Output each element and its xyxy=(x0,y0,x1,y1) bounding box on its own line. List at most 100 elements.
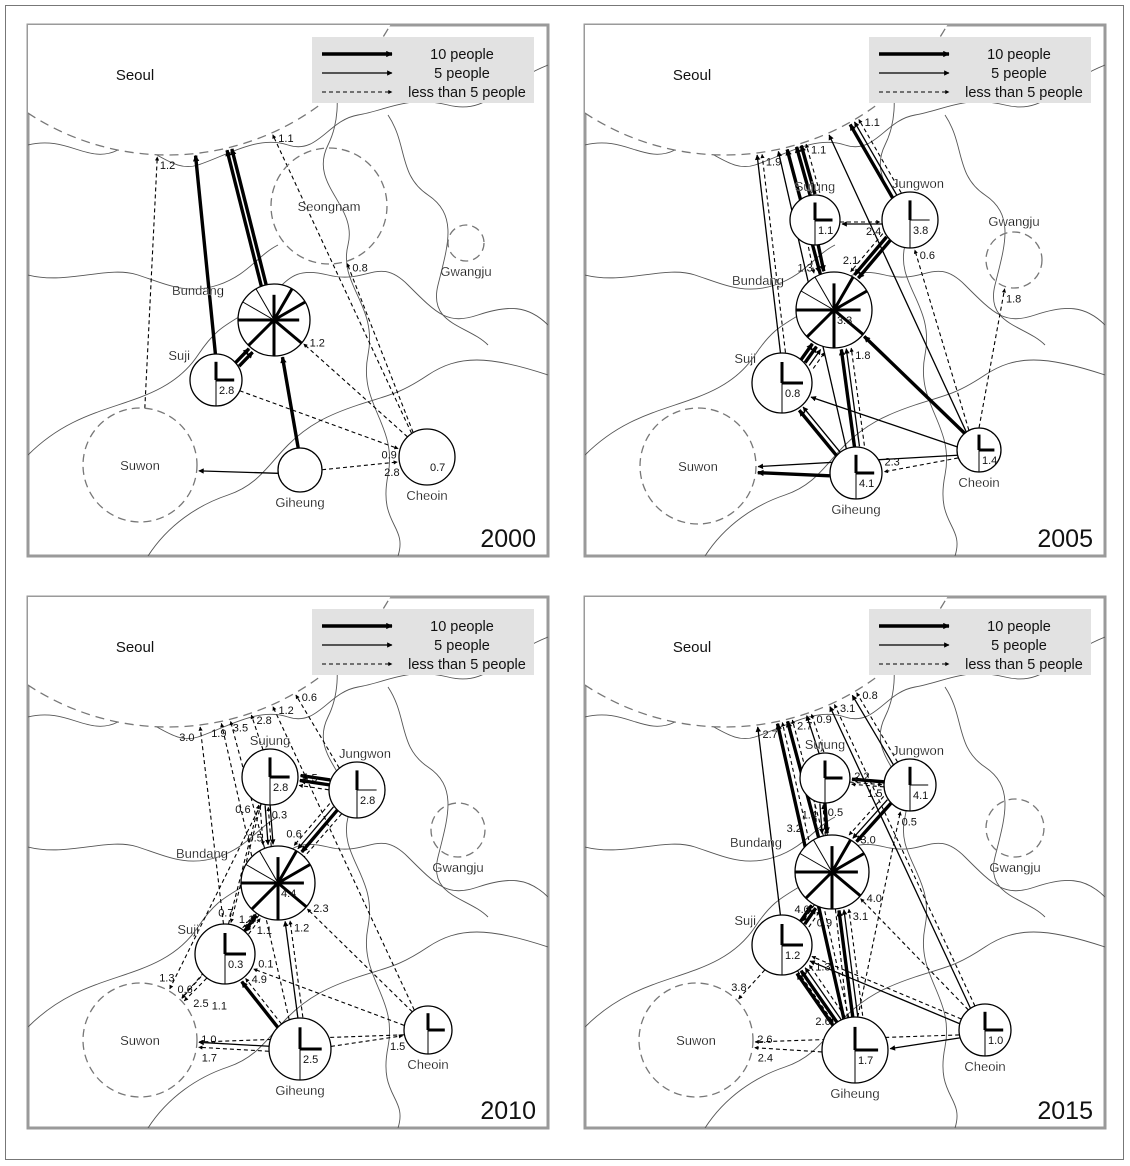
place-label-seoul: Seoul xyxy=(673,639,711,656)
place-cheoin: 1.0 Cheoin xyxy=(958,1003,1012,1074)
district-boundary xyxy=(28,270,548,456)
pie-spoke xyxy=(277,881,308,908)
flow-cheoin-to-seoul xyxy=(272,134,413,434)
flow-value-label: 4.0 xyxy=(795,904,810,916)
flow-value-label: 0.6 xyxy=(302,692,317,704)
flow-value-label: 1.8 xyxy=(855,350,870,362)
place-bundang: Bundang xyxy=(730,834,870,910)
flow-jungwon-to-bundang xyxy=(297,806,335,850)
internal-value-label: 2.8 xyxy=(360,795,375,807)
flow-giheung-to-bundang xyxy=(849,347,865,446)
place-bundang: Bundang xyxy=(172,283,311,357)
district-boundary xyxy=(147,359,548,556)
internal-value-label: 4.4 xyxy=(281,888,296,900)
region-circle xyxy=(82,982,198,1098)
flow-value-labels: 1.1 1.2 0.8 1.2 2.8 0.9 xyxy=(160,133,400,479)
place-label-gwangju: Gwangju xyxy=(440,264,491,279)
flow-jungwon-to-sujung xyxy=(298,783,329,791)
place-jungwon: 2.8 Jungwon xyxy=(328,746,391,819)
place-label-sujung: Sujung xyxy=(805,737,845,752)
place-label-cheoin: Cheoin xyxy=(407,1057,448,1072)
place-label-giheung: Giheung xyxy=(830,1086,879,1101)
legend: 10 people 5 people less than 5 people xyxy=(312,609,534,675)
place-bundang: 3.3 Bundang xyxy=(732,271,873,349)
flow-suji-to-giheung xyxy=(797,970,834,1023)
flow-suji-to-suwon xyxy=(183,977,208,1002)
flow-value-label: 1.3 xyxy=(815,961,830,973)
flow-cheoin-to-jungwon xyxy=(913,249,970,431)
place-label-suji: Suji xyxy=(734,913,756,928)
flow-sujung-to-bundang xyxy=(269,805,276,845)
district-boundary xyxy=(944,114,1046,346)
place-gwangju: Gwangju xyxy=(430,802,486,875)
year-label: 2010 xyxy=(480,1097,536,1125)
pie-spoke xyxy=(242,301,275,321)
pie-spoke xyxy=(277,863,311,885)
place-label-suji: Suji xyxy=(168,348,190,363)
place-label-jungwon: Jungwon xyxy=(892,176,944,191)
place-label-suwon: Suwon xyxy=(676,1033,716,1048)
internal-value-label: 2.8 xyxy=(219,385,234,397)
flow-sujung-to-seoul xyxy=(805,143,821,193)
place-label-suji: Suji xyxy=(177,922,199,937)
flow-cheoin-to-suji xyxy=(810,396,958,448)
flow-value-label: 2.7 xyxy=(763,729,778,741)
region-circle xyxy=(270,147,388,265)
flow-giheung-to-cheoin xyxy=(322,460,398,471)
pie-spoke xyxy=(259,850,279,884)
internal-value-label: 1.2 xyxy=(785,950,800,962)
flow-suji-to-seoul xyxy=(198,726,225,925)
flow-cheoin-to-suwon xyxy=(754,1034,960,1044)
place-suji: 0.8 Suji xyxy=(734,351,813,414)
flow-giheung-to-seoul xyxy=(220,723,290,1020)
flow-value-label: 2.7 xyxy=(797,720,812,732)
flow-value-label: 2.4 xyxy=(758,1053,773,1065)
flow-value-label: 0.5 xyxy=(902,816,917,828)
flow-bundang-to-seoul xyxy=(230,148,268,286)
flow-sujung-to-bundang xyxy=(823,802,830,834)
flow-value-label: 0.9 xyxy=(817,714,832,726)
district-boundary xyxy=(704,931,1105,1128)
flow-giheung-to-bundang xyxy=(288,920,304,1018)
legend-thick-label: 10 people xyxy=(987,619,1051,635)
internal-value-label: 0.8 xyxy=(785,388,800,400)
internal-value-label: 4.1 xyxy=(859,478,874,490)
flow-jungwon-to-bundang xyxy=(293,803,331,846)
place-suji: 2.8 Suji xyxy=(168,348,243,407)
place-label-suji: Suji xyxy=(734,351,756,366)
place-label-jungwon: Jungwon xyxy=(339,746,391,761)
places: Seoul Sujung 4.1 Jungwon Gwangju Bundang 1.2 Su… xyxy=(638,639,1045,1101)
flow-value-labels: 1.20.62.81.9 3.53.00.50.30.60.5 0.60.71.11… xyxy=(159,692,405,1064)
legend: 10 people 5 people less than 5 people xyxy=(869,609,1091,675)
flow-giheung-to-suji xyxy=(245,978,283,1025)
flow-giheung-to-cheoin xyxy=(330,1034,403,1047)
flow-suji-to-bundang xyxy=(808,910,821,928)
place-sujung: Sujung xyxy=(799,737,851,804)
place-sujung: 1.1 Sujung xyxy=(789,179,841,246)
map-panel-2000: Seoul Seongnam Gwangju Bundang 2.8 Suji Suwon G… xyxy=(26,23,550,558)
flow-value-label: 2.3 xyxy=(885,457,900,469)
flow-sujung-to-bundang xyxy=(807,246,816,274)
flow-value-label: 0.8 xyxy=(352,263,367,275)
pie-circle xyxy=(398,428,456,486)
region-circle xyxy=(985,798,1045,858)
place-label-seongnam: Seongnam xyxy=(298,199,361,214)
district-boundary xyxy=(322,25,401,556)
flow-suji-to-seoul xyxy=(760,153,786,353)
flow-value-label: 1.3 xyxy=(159,973,174,985)
map-panel-2015: Seoul Sujung 4.1 Jungwon Gwangju Bundang 1.2 Su… xyxy=(583,595,1107,1130)
flow-giheung-to-bundang xyxy=(836,909,855,1018)
flow-value-label: 0.8 xyxy=(862,690,877,702)
legend-box xyxy=(312,609,534,675)
flow-value-label: 1.1 xyxy=(239,914,254,926)
place-label-suwon: Suwon xyxy=(678,459,718,474)
legend-thin-label: 5 people xyxy=(991,66,1047,82)
place-gwangju: Gwangju xyxy=(440,224,492,279)
district-boundary xyxy=(879,25,958,556)
flow-jungwon-to-sujung xyxy=(851,782,884,788)
internal-value-label: 0.7 xyxy=(430,462,445,474)
seoul-region xyxy=(585,25,948,156)
flow-bundang-to-suji xyxy=(802,904,815,922)
flow-cheoin-to-seoul xyxy=(828,134,967,432)
